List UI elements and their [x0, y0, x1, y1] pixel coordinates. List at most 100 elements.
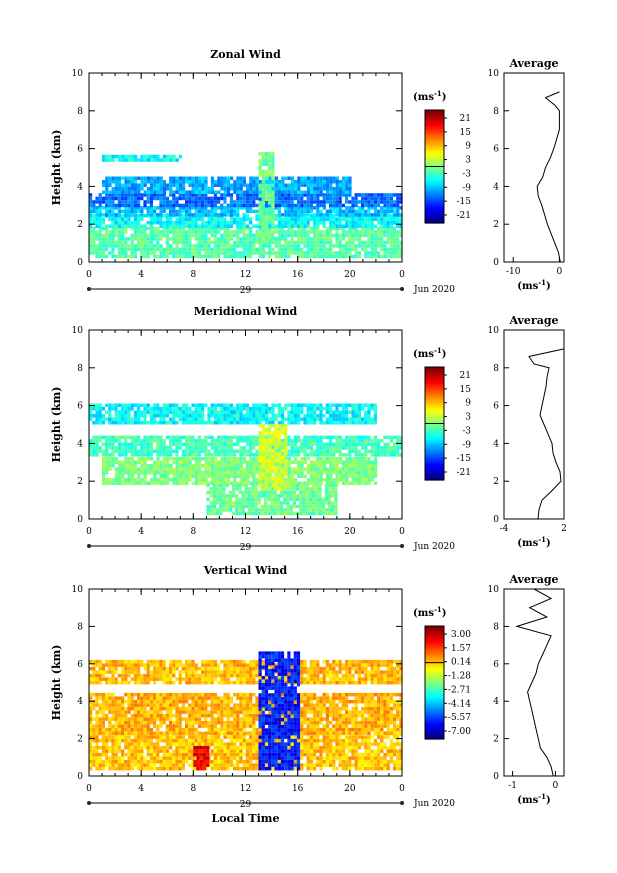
heatmap-cell: [373, 453, 377, 457]
heatmap-cell: [210, 240, 214, 245]
heatmap-cell: [303, 474, 307, 478]
heatmap-cell: [223, 453, 227, 457]
heatmap-cell: [95, 752, 99, 757]
heatmap-cell: [261, 169, 265, 174]
heatmap-cell: [114, 176, 118, 180]
heatmap-cell: [258, 480, 262, 484]
heatmap-cell: [178, 435, 182, 440]
heatmap-cell: [191, 453, 195, 457]
heatmap-cell: [373, 446, 377, 450]
heatmap-cell: [313, 190, 317, 194]
heatmap-cell: [306, 414, 310, 418]
heatmap-cell: [367, 467, 371, 471]
heatmap-cell: [264, 494, 268, 498]
heatmap-cell: [156, 481, 160, 485]
heatmap-cell: [268, 434, 272, 439]
heatmap-cell: [309, 237, 313, 241]
heatmap-cell: [264, 459, 269, 463]
heatmap-cell: [140, 158, 144, 162]
heatmap-cell: [386, 203, 390, 208]
heatmap-cell: [185, 221, 189, 225]
heatmap-cell: [319, 460, 323, 464]
heatmap-cell: [252, 435, 256, 440]
heatmap-cell: [185, 407, 189, 411]
heatmap-cell: [287, 224, 291, 228]
heatmap-cell: [393, 435, 397, 440]
heatmap-cell: [280, 483, 285, 488]
heatmap-cell: [267, 483, 271, 488]
heatmap-cell: [300, 176, 304, 180]
heatmap-cell: [201, 237, 205, 241]
heatmap-cell: [316, 449, 320, 454]
heatmap-cell: [294, 183, 298, 187]
heatmap-cell: [175, 240, 179, 245]
heatmap-cell: [319, 403, 323, 407]
heatmap-cell: [117, 230, 121, 234]
heatmap-cell: [236, 224, 240, 228]
heatmap-cell: [108, 180, 112, 184]
heatmap-cell: [194, 464, 198, 468]
heatmap-cell: [308, 494, 312, 498]
heatmap-cell: [287, 251, 291, 255]
heatmap-cell: [149, 745, 153, 750]
heatmap-cell: [140, 251, 144, 255]
heatmap-cell: [335, 471, 339, 475]
heatmap-cell: [238, 483, 242, 488]
heatmap-cell: [105, 403, 109, 407]
heatmap-cell: [166, 457, 170, 461]
heatmap-cell: [216, 483, 220, 488]
heatmap-cell: [252, 464, 256, 468]
heatmap-cell: [297, 240, 301, 245]
heatmap-cell: [133, 206, 137, 210]
heatmap-cell: [383, 442, 387, 447]
heatmap-cell: [175, 763, 179, 767]
heatmap-cell: [255, 417, 259, 421]
heatmap-cell: [264, 441, 269, 446]
heatmap-cell: [254, 508, 258, 512]
heatmap-cell: [114, 244, 118, 248]
heatmap-cell: [316, 183, 320, 187]
heatmap-cell: [342, 190, 346, 194]
heatmap-cell: [345, 247, 349, 252]
heatmap-cell: [226, 474, 230, 478]
heatmap-cell: [303, 251, 307, 255]
heatmap-cell: [306, 471, 310, 475]
heatmap-cell: [185, 435, 189, 440]
heatmap-cell: [370, 203, 374, 208]
heatmap-cell: [143, 439, 147, 443]
heatmap-cell: [383, 209, 387, 214]
heatmap-cell: [310, 478, 314, 482]
heatmap-cell: [297, 190, 301, 194]
heatmap-cell: [277, 224, 281, 228]
heatmap-cell: [373, 237, 377, 241]
heatmap-cell: [172, 407, 176, 411]
heatmap-cell: [220, 251, 224, 255]
heatmap-cell: [111, 478, 115, 482]
heatmap-cell: [130, 417, 134, 421]
colorbar-segment: [425, 454, 444, 458]
heatmap-cell: [239, 460, 243, 464]
heatmap-cell: [133, 209, 137, 214]
heatmap-cell: [117, 414, 121, 418]
heatmap-cell: [137, 214, 141, 218]
heatmap-cell: [111, 439, 115, 443]
heatmap-cell: [268, 455, 272, 460]
heatmap-cell: [293, 407, 297, 411]
heatmap-cell: [303, 237, 307, 241]
heatmap-cell: [386, 217, 390, 221]
heatmap-cell: [252, 233, 256, 238]
heatmap-cell: [175, 474, 179, 478]
heatmap-cell: [315, 497, 319, 502]
heatmap-cell: [300, 209, 304, 214]
heatmap-cell: [268, 459, 272, 463]
heatmap-cell: [210, 230, 214, 234]
heatmap-cell: [140, 213, 144, 217]
heatmap-cell: [146, 759, 150, 764]
heatmap-cell: [293, 206, 297, 210]
heatmap-cell: [140, 735, 144, 739]
heatmap-cell: [313, 237, 317, 241]
heatmap-cell: [310, 190, 314, 194]
heatmap-cell: [92, 230, 96, 234]
heatmap-cell: [251, 501, 255, 505]
heatmap-cell: [322, 213, 326, 217]
